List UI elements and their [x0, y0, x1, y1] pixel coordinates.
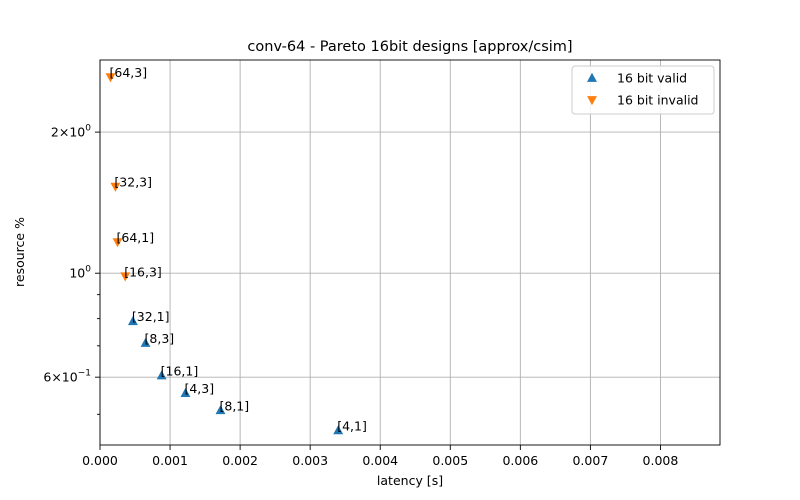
legend-entry-label: 16 bit invalid — [617, 93, 699, 108]
data-point-label: [8,1] — [219, 398, 249, 413]
data-point — [110, 182, 121, 192]
point-labels: [32,1] [8,3] [16,1] [4,3] [8,1] [4,1] [64,3] [3… — [110, 65, 367, 433]
legend: 16 bit valid 16 bit invalid — [571, 65, 715, 115]
axis-ticks: 0.000 0.001 0.002 0.003 0.004 0.005 0.006 0.007… — [43, 124, 678, 468]
legend-entry-label: 16 bit valid — [617, 71, 687, 86]
data-point-label: [16,1] — [161, 363, 199, 378]
x-tick-label: 0.001 — [152, 453, 188, 468]
data-point-label: [8,3] — [145, 331, 175, 346]
data-point-label: [32,3] — [114, 175, 152, 190]
data-point — [333, 425, 344, 435]
x-tick-label: 0.007 — [572, 453, 608, 468]
x-axis-label: latency [s] — [377, 473, 443, 488]
chart-title: conv-64 - Pareto 16bit designs [approx/c… — [247, 39, 572, 55]
data-point-label: [64,3] — [110, 65, 148, 80]
x-tick-label: 0.003 — [292, 453, 328, 468]
data-series — [105, 73, 344, 435]
grid-lines — [99, 60, 720, 445]
y-axis-label: resource % — [12, 217, 27, 287]
x-tick-label: 0.006 — [502, 453, 538, 468]
x-tick-label: 0.005 — [432, 453, 468, 468]
legend-marker — [587, 96, 597, 106]
x-tick-label: 0.000 — [82, 453, 118, 468]
data-point — [120, 272, 131, 282]
data-point-label: [32,1] — [132, 309, 170, 324]
legend-marker — [587, 72, 597, 82]
x-tick-label: 0.002 — [222, 453, 258, 468]
data-point — [140, 337, 151, 347]
data-point — [215, 405, 226, 415]
y-tick-label: 6×10−1 — [43, 369, 91, 385]
plot-frame — [99, 59, 721, 446]
data-point — [156, 370, 167, 380]
data-point — [105, 73, 116, 83]
data-point-label: [4,1] — [337, 418, 367, 433]
x-tick-label: 0.004 — [362, 453, 398, 468]
legend-box — [571, 65, 715, 115]
y-tick-label: 2×100 — [51, 124, 91, 140]
data-point-label: [64,1] — [117, 230, 155, 245]
data-point — [180, 387, 191, 397]
x-tick-label: 0.008 — [643, 453, 679, 468]
data-point — [112, 238, 123, 248]
data-point-label: [16,3] — [124, 264, 162, 279]
data-point-label: [4,3] — [184, 381, 214, 396]
data-point — [127, 315, 138, 326]
y-tick-label: 100 — [69, 265, 91, 281]
